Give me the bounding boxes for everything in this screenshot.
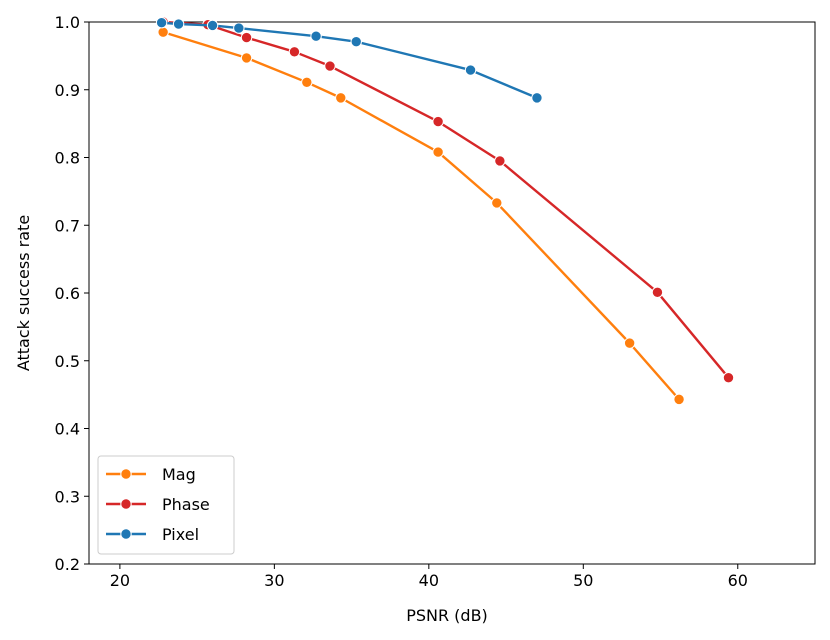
data-point-phase xyxy=(432,115,444,128)
data-point-pixel xyxy=(206,19,219,32)
legend-label-phase: Phase xyxy=(162,495,210,514)
legend: Mag Phase Pixel xyxy=(97,455,235,555)
data-point-pixel xyxy=(350,35,362,48)
legend-marker-phase xyxy=(120,498,132,510)
data-point-pixel xyxy=(464,64,477,76)
x-tick-label: 20 xyxy=(110,571,130,590)
y-tick-label: 0.7 xyxy=(55,216,80,235)
y-tick-label: 0.9 xyxy=(55,81,80,100)
data-point-mag xyxy=(240,52,253,64)
legend-box xyxy=(97,455,235,555)
x-tick-label: 60 xyxy=(728,571,748,590)
data-point-pixel xyxy=(310,30,322,42)
y-axis-ticks: 0.2 0.3 0.4 0.5 0.6 0.7 0.8 0.9 1.0 xyxy=(55,13,89,574)
data-point-pixel xyxy=(155,16,168,29)
data-point-phase xyxy=(288,46,301,58)
y-tick-label: 0.6 xyxy=(55,284,80,303)
y-tick-label: 0.5 xyxy=(55,352,80,371)
x-tick-label: 50 xyxy=(573,571,593,590)
data-point-mag xyxy=(623,337,636,349)
legend-marker-mag xyxy=(120,468,132,480)
legend-label-mag: Mag xyxy=(162,465,196,484)
data-point-phase xyxy=(494,155,506,167)
data-point-phase xyxy=(324,60,336,72)
data-point-mag xyxy=(673,393,685,406)
legend-label-pixel: Pixel xyxy=(162,525,199,544)
series-line-mag xyxy=(162,31,680,401)
data-point-phase xyxy=(722,371,735,384)
x-tick-label: 30 xyxy=(264,571,284,590)
y-tick-label: 0.4 xyxy=(55,420,80,439)
x-tick-label: 40 xyxy=(419,571,439,590)
data-point-phase xyxy=(240,31,253,44)
data-point-mag xyxy=(335,92,347,104)
series-layer xyxy=(155,16,735,406)
x-axis-ticks: 20 30 40 50 60 xyxy=(110,564,748,590)
data-point-pixel xyxy=(233,22,245,34)
y-tick-label: 0.8 xyxy=(55,149,80,168)
data-point-mag xyxy=(432,146,444,158)
data-point-mag xyxy=(157,26,169,38)
y-tick-label: 0.3 xyxy=(55,487,80,506)
data-point-mag xyxy=(491,197,503,209)
x-axis-label: PSNR (dB) xyxy=(406,606,488,625)
y-tick-label: 1.0 xyxy=(55,13,80,32)
y-axis-label: Attack success rate xyxy=(14,215,33,371)
data-point-mag xyxy=(301,76,313,88)
legend-marker-pixel xyxy=(120,528,132,540)
y-tick-label: 0.2 xyxy=(55,555,80,574)
data-point-pixel xyxy=(531,92,543,104)
data-point-pixel xyxy=(172,18,185,30)
data-point-phase xyxy=(651,286,664,299)
